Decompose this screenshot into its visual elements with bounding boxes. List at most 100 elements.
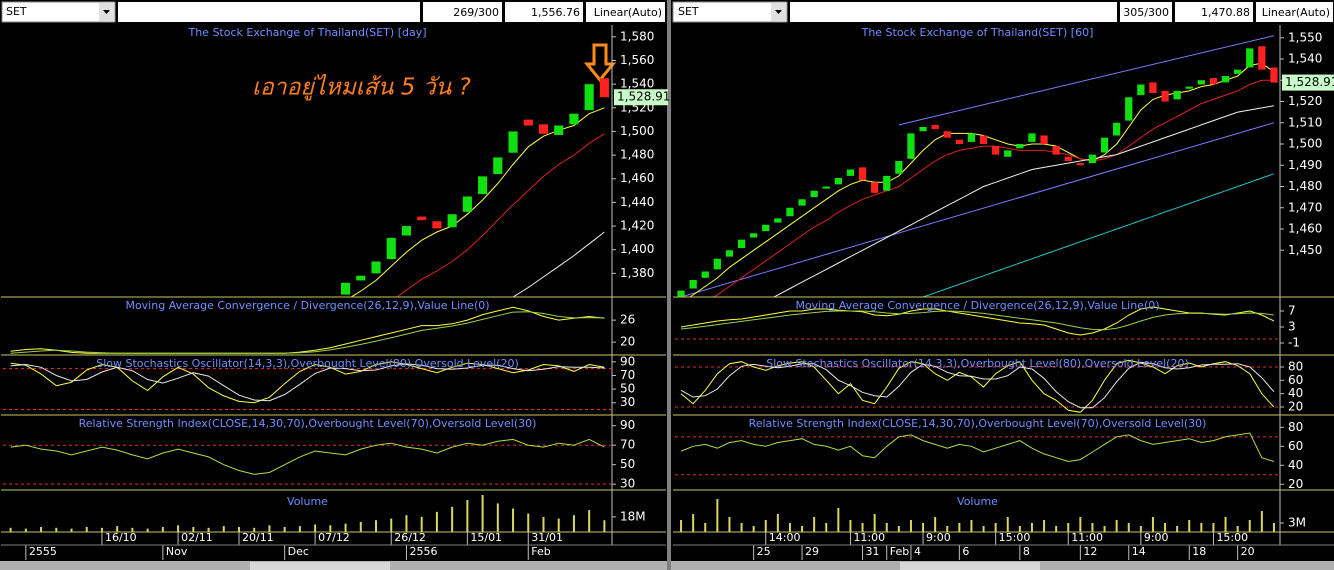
volume-bar xyxy=(390,518,393,532)
candle xyxy=(1173,90,1181,100)
period-label: 12 xyxy=(1083,545,1097,558)
counter-cell xyxy=(1120,2,1172,22)
volume-bar xyxy=(1151,517,1154,532)
candle xyxy=(967,133,976,142)
volume-bar xyxy=(435,511,438,532)
scale[interactable]: Linear(Auto) xyxy=(594,6,662,19)
price: 1,470.88 xyxy=(1201,6,1250,19)
last-price-tag xyxy=(614,89,668,106)
volume-bar xyxy=(1055,526,1058,532)
candle xyxy=(1125,97,1133,121)
candle xyxy=(762,224,770,232)
volume-bar xyxy=(1236,526,1239,532)
volume-bar xyxy=(873,514,876,532)
volume-bar xyxy=(1164,523,1167,532)
volume-bar xyxy=(897,526,900,532)
candle xyxy=(447,214,457,228)
candle xyxy=(569,113,579,125)
period-label: 31 xyxy=(866,545,880,558)
plot xyxy=(675,306,1280,340)
symbol-select[interactable] xyxy=(672,1,788,23)
x-tick-label: 15/01 xyxy=(470,531,502,544)
volume-bar xyxy=(24,528,27,532)
volume-bar xyxy=(1067,523,1070,532)
price-cell xyxy=(1175,2,1253,22)
x-tick-label: 9:00 xyxy=(926,531,951,544)
right-pane xyxy=(671,0,1334,570)
indicator-line xyxy=(772,105,1274,297)
candle xyxy=(1185,86,1193,89)
candle xyxy=(1209,78,1218,85)
y-tick-label: 80 xyxy=(1288,360,1303,374)
period-label: 2555 xyxy=(29,545,57,558)
candle xyxy=(523,119,533,126)
volume-bar xyxy=(40,526,43,532)
y-tick-label: 1,400 xyxy=(620,242,654,256)
candle xyxy=(1234,69,1242,74)
volume-bar xyxy=(704,523,707,532)
indicator-line xyxy=(10,438,605,475)
y-tick-label: 30 xyxy=(620,477,635,491)
period-label: Feb xyxy=(890,545,909,558)
volume-bar xyxy=(253,527,256,532)
period-label: 2556 xyxy=(409,545,437,558)
candle xyxy=(538,124,549,134)
y-tick-label: 80 xyxy=(1288,420,1303,434)
volume-bar xyxy=(466,500,469,532)
y-tick-label: 1,550 xyxy=(1288,30,1322,44)
volume-bar xyxy=(1212,523,1215,532)
volume-bar xyxy=(970,520,973,532)
y-tick-label: 1,580 xyxy=(620,29,654,43)
candle xyxy=(1161,90,1169,102)
volume-bar xyxy=(1091,523,1094,532)
volume-bar xyxy=(207,527,210,532)
y-tick-label: 1,560 xyxy=(620,53,654,67)
y-tick-label: 60 xyxy=(1288,439,1303,453)
y-tick-label: 1,440 xyxy=(620,195,654,209)
volume-bar xyxy=(177,525,180,532)
indicator-line xyxy=(680,310,1274,331)
y-tick-label: 1,500 xyxy=(1288,137,1322,151)
volume-bar xyxy=(776,514,779,532)
candle xyxy=(858,167,867,181)
volume-bar xyxy=(451,506,454,532)
volume-bar xyxy=(728,517,731,532)
volume-bar xyxy=(359,521,362,532)
volume-bar xyxy=(849,520,852,532)
volume-bar xyxy=(934,517,937,532)
volume-bar xyxy=(100,527,103,532)
symbol-select[interactable] xyxy=(1,1,116,23)
x-tick-label: 26/12 xyxy=(394,531,426,544)
indicator-line xyxy=(10,361,605,404)
y-tick-label: 30 xyxy=(620,395,635,409)
volume-bar xyxy=(788,523,791,532)
candle xyxy=(1004,150,1012,157)
volume-bar xyxy=(329,525,332,532)
x-tick-label: 15:00 xyxy=(999,531,1031,544)
candle xyxy=(1028,133,1036,142)
y-tick-label: 1,490 xyxy=(1288,158,1322,172)
scale-cell[interactable] xyxy=(1256,2,1333,22)
scroll-thumb[interactable] xyxy=(250,562,390,570)
x-tick-label: 20/11 xyxy=(242,531,274,544)
candle xyxy=(822,186,830,189)
y-tick-label: -1 xyxy=(1288,336,1300,350)
scale-cell[interactable] xyxy=(586,2,665,22)
scroll-thumb[interactable] xyxy=(900,562,1040,570)
volume-bar xyxy=(1079,517,1082,532)
volume-bar xyxy=(958,523,961,532)
price: 1,556.76 xyxy=(531,6,580,19)
last-price-tag xyxy=(1282,74,1334,91)
candle xyxy=(401,226,412,236)
scale[interactable]: Linear(Auto) xyxy=(1262,6,1330,19)
volume-bar xyxy=(1260,511,1263,532)
last-price-label: 1,528.91 xyxy=(1285,75,1334,89)
volume-bar xyxy=(946,526,949,532)
candle xyxy=(554,125,564,135)
volume-bar xyxy=(314,524,317,532)
period-label: 29 xyxy=(805,545,819,558)
chart-title: Moving Average Convergence / Divergence(… xyxy=(125,299,489,312)
candle xyxy=(493,157,503,175)
candle xyxy=(737,239,746,249)
